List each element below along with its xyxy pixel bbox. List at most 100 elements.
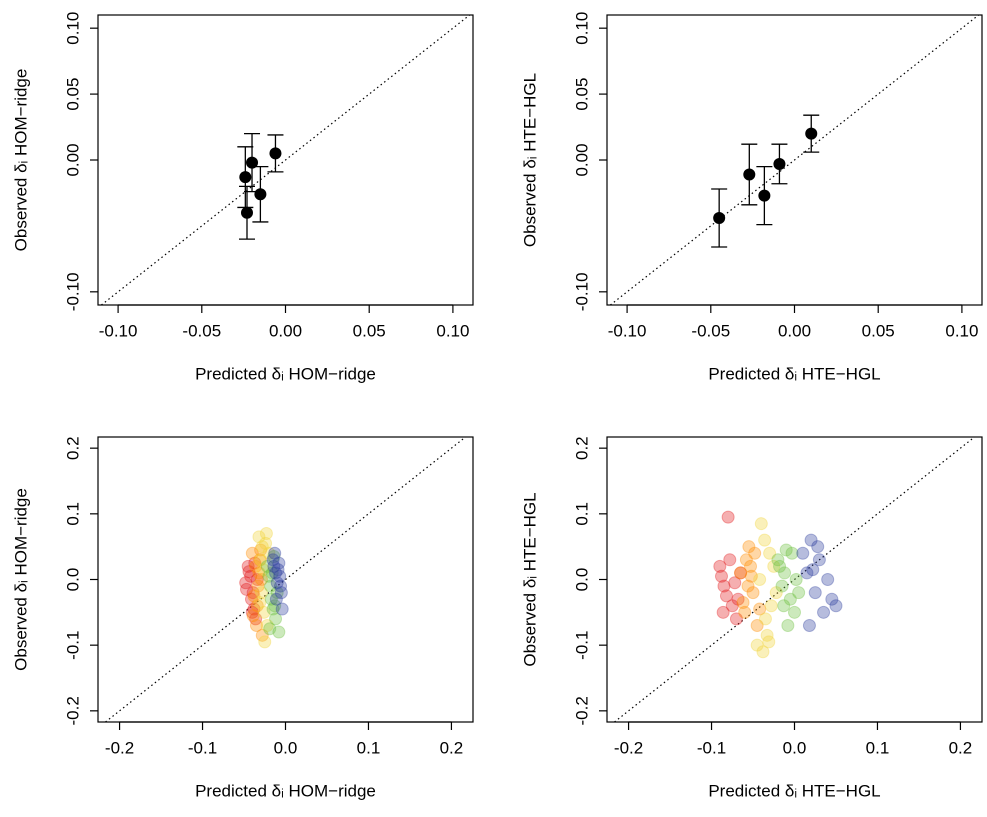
- x-tick-label: -0.10: [608, 321, 647, 340]
- y-tick-label: 0.00: [572, 143, 591, 176]
- x-tick-label: 0.10: [436, 321, 469, 340]
- identity-line: [614, 436, 975, 723]
- point: [253, 595, 267, 609]
- y-tick-label: -0.2: [572, 696, 591, 725]
- point: [739, 553, 753, 567]
- point: [756, 645, 770, 659]
- point: [249, 612, 263, 626]
- point: [275, 602, 289, 616]
- point: [808, 586, 822, 600]
- y-tick-label: -0.1: [572, 631, 591, 660]
- point: [257, 605, 271, 619]
- x-tick-label: 0.10: [945, 321, 978, 340]
- point: [773, 559, 787, 573]
- point: [245, 546, 259, 560]
- x-tick-label: -0.10: [99, 321, 138, 340]
- point: [242, 565, 256, 579]
- y-tick-label: 0.2: [63, 436, 82, 460]
- point: [269, 147, 282, 160]
- point: [775, 579, 789, 593]
- point: [773, 157, 786, 170]
- point: [256, 563, 270, 577]
- point: [264, 592, 278, 606]
- point: [271, 563, 285, 577]
- point: [265, 566, 279, 580]
- point: [769, 586, 783, 600]
- point: [269, 592, 283, 606]
- y-tick-label: -0.1: [63, 631, 82, 660]
- point: [716, 605, 730, 619]
- point: [717, 579, 731, 593]
- point: [269, 612, 283, 626]
- point: [246, 156, 259, 169]
- point: [744, 559, 758, 573]
- point: [728, 576, 742, 590]
- y-axis-label: Observed δᵢ HTE−HGL: [520, 73, 539, 247]
- point: [734, 566, 748, 580]
- point: [240, 206, 253, 219]
- point: [764, 599, 778, 613]
- point: [800, 566, 814, 580]
- point: [771, 553, 785, 567]
- y-tick-label: 0.05: [572, 78, 591, 111]
- x-tick-label: 0.1: [357, 738, 381, 757]
- point: [267, 559, 281, 573]
- point: [714, 569, 728, 583]
- point: [754, 517, 768, 531]
- x-tick-label: 0.2: [440, 738, 464, 757]
- point: [254, 543, 268, 557]
- point: [249, 618, 263, 632]
- point: [777, 599, 791, 613]
- x-tick-label: -0.1: [188, 738, 217, 757]
- point: [713, 212, 726, 224]
- y-tick-label: -0.2: [63, 696, 82, 725]
- point: [258, 635, 272, 649]
- y-tick-label: 0.0: [572, 568, 591, 592]
- y-axis-label: Observed δᵢ HOM−ridge: [11, 69, 30, 252]
- x-tick-label: -0.2: [105, 738, 134, 757]
- point: [269, 566, 283, 580]
- point: [254, 553, 268, 567]
- point: [270, 576, 284, 590]
- point: [250, 573, 264, 586]
- point: [253, 553, 267, 567]
- point: [239, 576, 253, 590]
- identity-line: [105, 436, 466, 723]
- point: [248, 556, 262, 570]
- point: [758, 612, 772, 626]
- point: [272, 556, 286, 570]
- point: [753, 573, 767, 586]
- x-tick-label: 0.00: [778, 321, 811, 340]
- point: [268, 599, 282, 613]
- point: [262, 569, 276, 583]
- y-tick-label: 0.2: [572, 436, 591, 460]
- x-axis-label: Predicted δᵢ HOM−ridge: [195, 364, 376, 383]
- point: [244, 569, 258, 583]
- point: [252, 566, 266, 580]
- point: [259, 527, 273, 541]
- point: [729, 612, 743, 626]
- point: [268, 546, 282, 560]
- point: [825, 592, 839, 606]
- point: [779, 543, 793, 557]
- point: [241, 559, 255, 573]
- point: [263, 622, 277, 636]
- point: [734, 566, 748, 580]
- point: [725, 599, 739, 613]
- point: [251, 579, 265, 593]
- x-axis-label: Predicted δᵢ HOM−ridge: [195, 781, 376, 800]
- point: [778, 566, 792, 580]
- point: [246, 586, 260, 600]
- point: [796, 546, 810, 560]
- point: [240, 582, 254, 596]
- point: [760, 628, 774, 642]
- point: [767, 559, 781, 573]
- point: [792, 586, 806, 600]
- point: [254, 573, 268, 586]
- point: [741, 579, 755, 593]
- point: [272, 625, 286, 639]
- point: [817, 605, 831, 619]
- point: [738, 605, 752, 619]
- x-tick-label: 0.00: [269, 321, 302, 340]
